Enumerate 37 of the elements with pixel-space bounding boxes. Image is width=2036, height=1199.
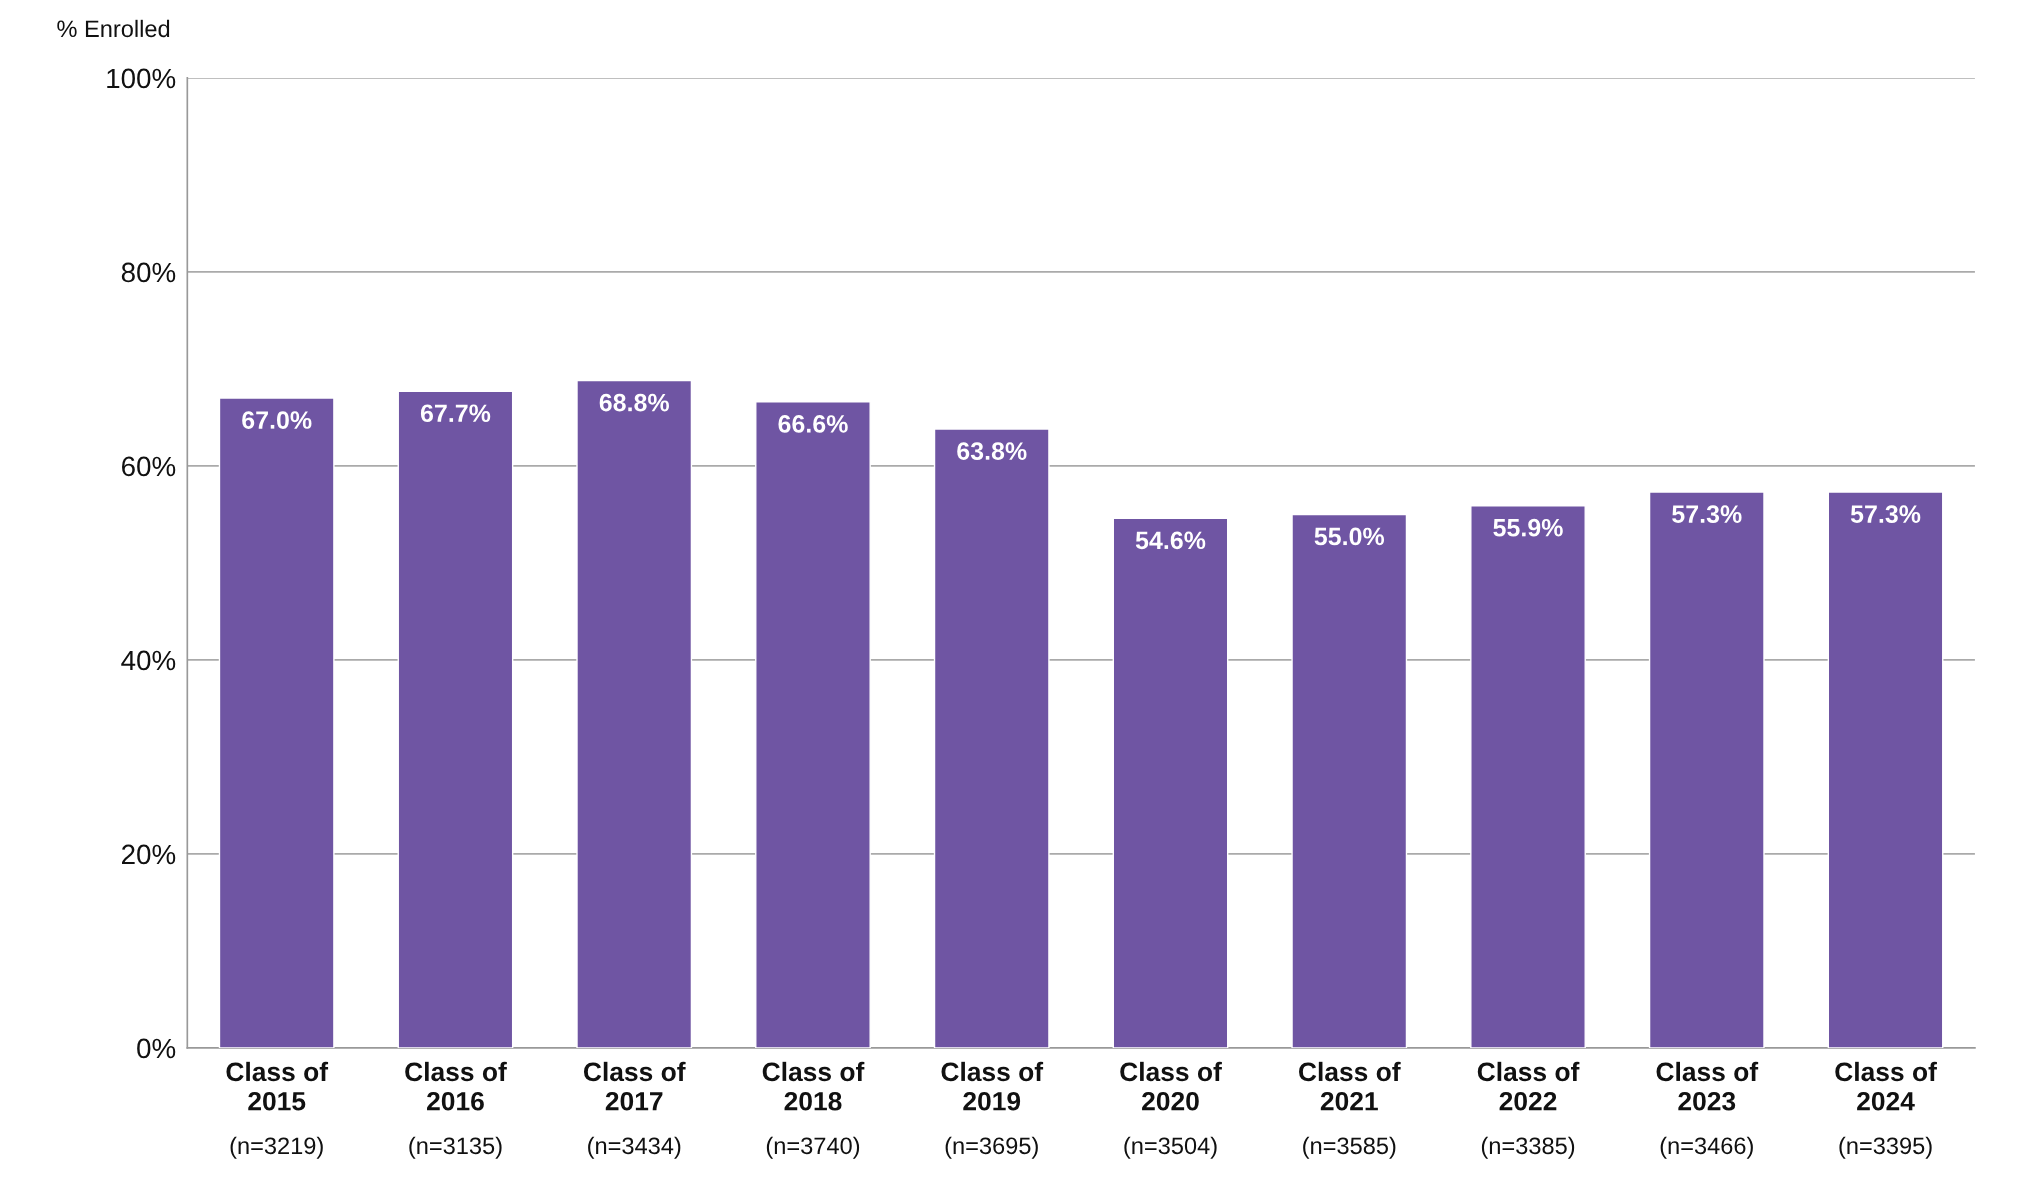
data-label: 67.7% bbox=[420, 404, 491, 423]
x-tick-label: Class of 2016 (n=3135) bbox=[405, 1061, 507, 1159]
x-tick-label: Class of 2015 (n=3219) bbox=[226, 1061, 329, 1159]
bar bbox=[1648, 491, 1765, 1048]
x-tick-label: Class of 2019 (n=3695) bbox=[941, 1061, 1044, 1159]
bar bbox=[1827, 491, 1944, 1048]
bar bbox=[1291, 513, 1408, 1048]
y-tick-label: 20% bbox=[122, 844, 176, 865]
x-tick-label: Class of 2024 (n=3395) bbox=[1835, 1061, 1937, 1159]
y-tick-label: 60% bbox=[122, 456, 176, 477]
data-label: 66.6% bbox=[778, 415, 848, 433]
bar bbox=[1470, 505, 1586, 1048]
bar bbox=[397, 390, 514, 1048]
x-tick-label: Class of 2023 (n=3466) bbox=[1656, 1061, 1759, 1159]
data-label: 57.3% bbox=[1672, 505, 1742, 524]
y-tick-label: 40% bbox=[121, 650, 176, 671]
y-axis-title: % Enrolled bbox=[57, 19, 170, 38]
data-label: 67.0% bbox=[242, 411, 312, 429]
x-tick-label: Class of 2021 (n=3585) bbox=[1299, 1061, 1401, 1159]
bar bbox=[933, 428, 1050, 1048]
data-label: 55.9% bbox=[1493, 518, 1563, 537]
y-tick-label: 80% bbox=[121, 262, 176, 283]
y-tick-label: 100% bbox=[107, 68, 176, 89]
bar bbox=[218, 397, 335, 1048]
data-label: 68.8% bbox=[599, 393, 669, 412]
bar bbox=[576, 379, 693, 1048]
data-label: 63.8% bbox=[957, 442, 1027, 460]
data-label: 57.3% bbox=[1850, 505, 1921, 524]
x-tick-label: Class of 2020 (n=3504) bbox=[1120, 1061, 1222, 1159]
data-label: 54.6% bbox=[1135, 531, 1206, 550]
x-tick-label: Class of 2017 (n=3434) bbox=[583, 1061, 686, 1159]
y-tick-label: 0% bbox=[137, 1038, 176, 1059]
x-tick-label: Class of 2022 (n=3385) bbox=[1477, 1061, 1580, 1159]
x-tick-label: Class of 2018 (n=3740) bbox=[762, 1061, 865, 1159]
data-label: 55.0% bbox=[1314, 527, 1385, 546]
bar bbox=[1112, 517, 1229, 1048]
bar bbox=[755, 401, 871, 1048]
